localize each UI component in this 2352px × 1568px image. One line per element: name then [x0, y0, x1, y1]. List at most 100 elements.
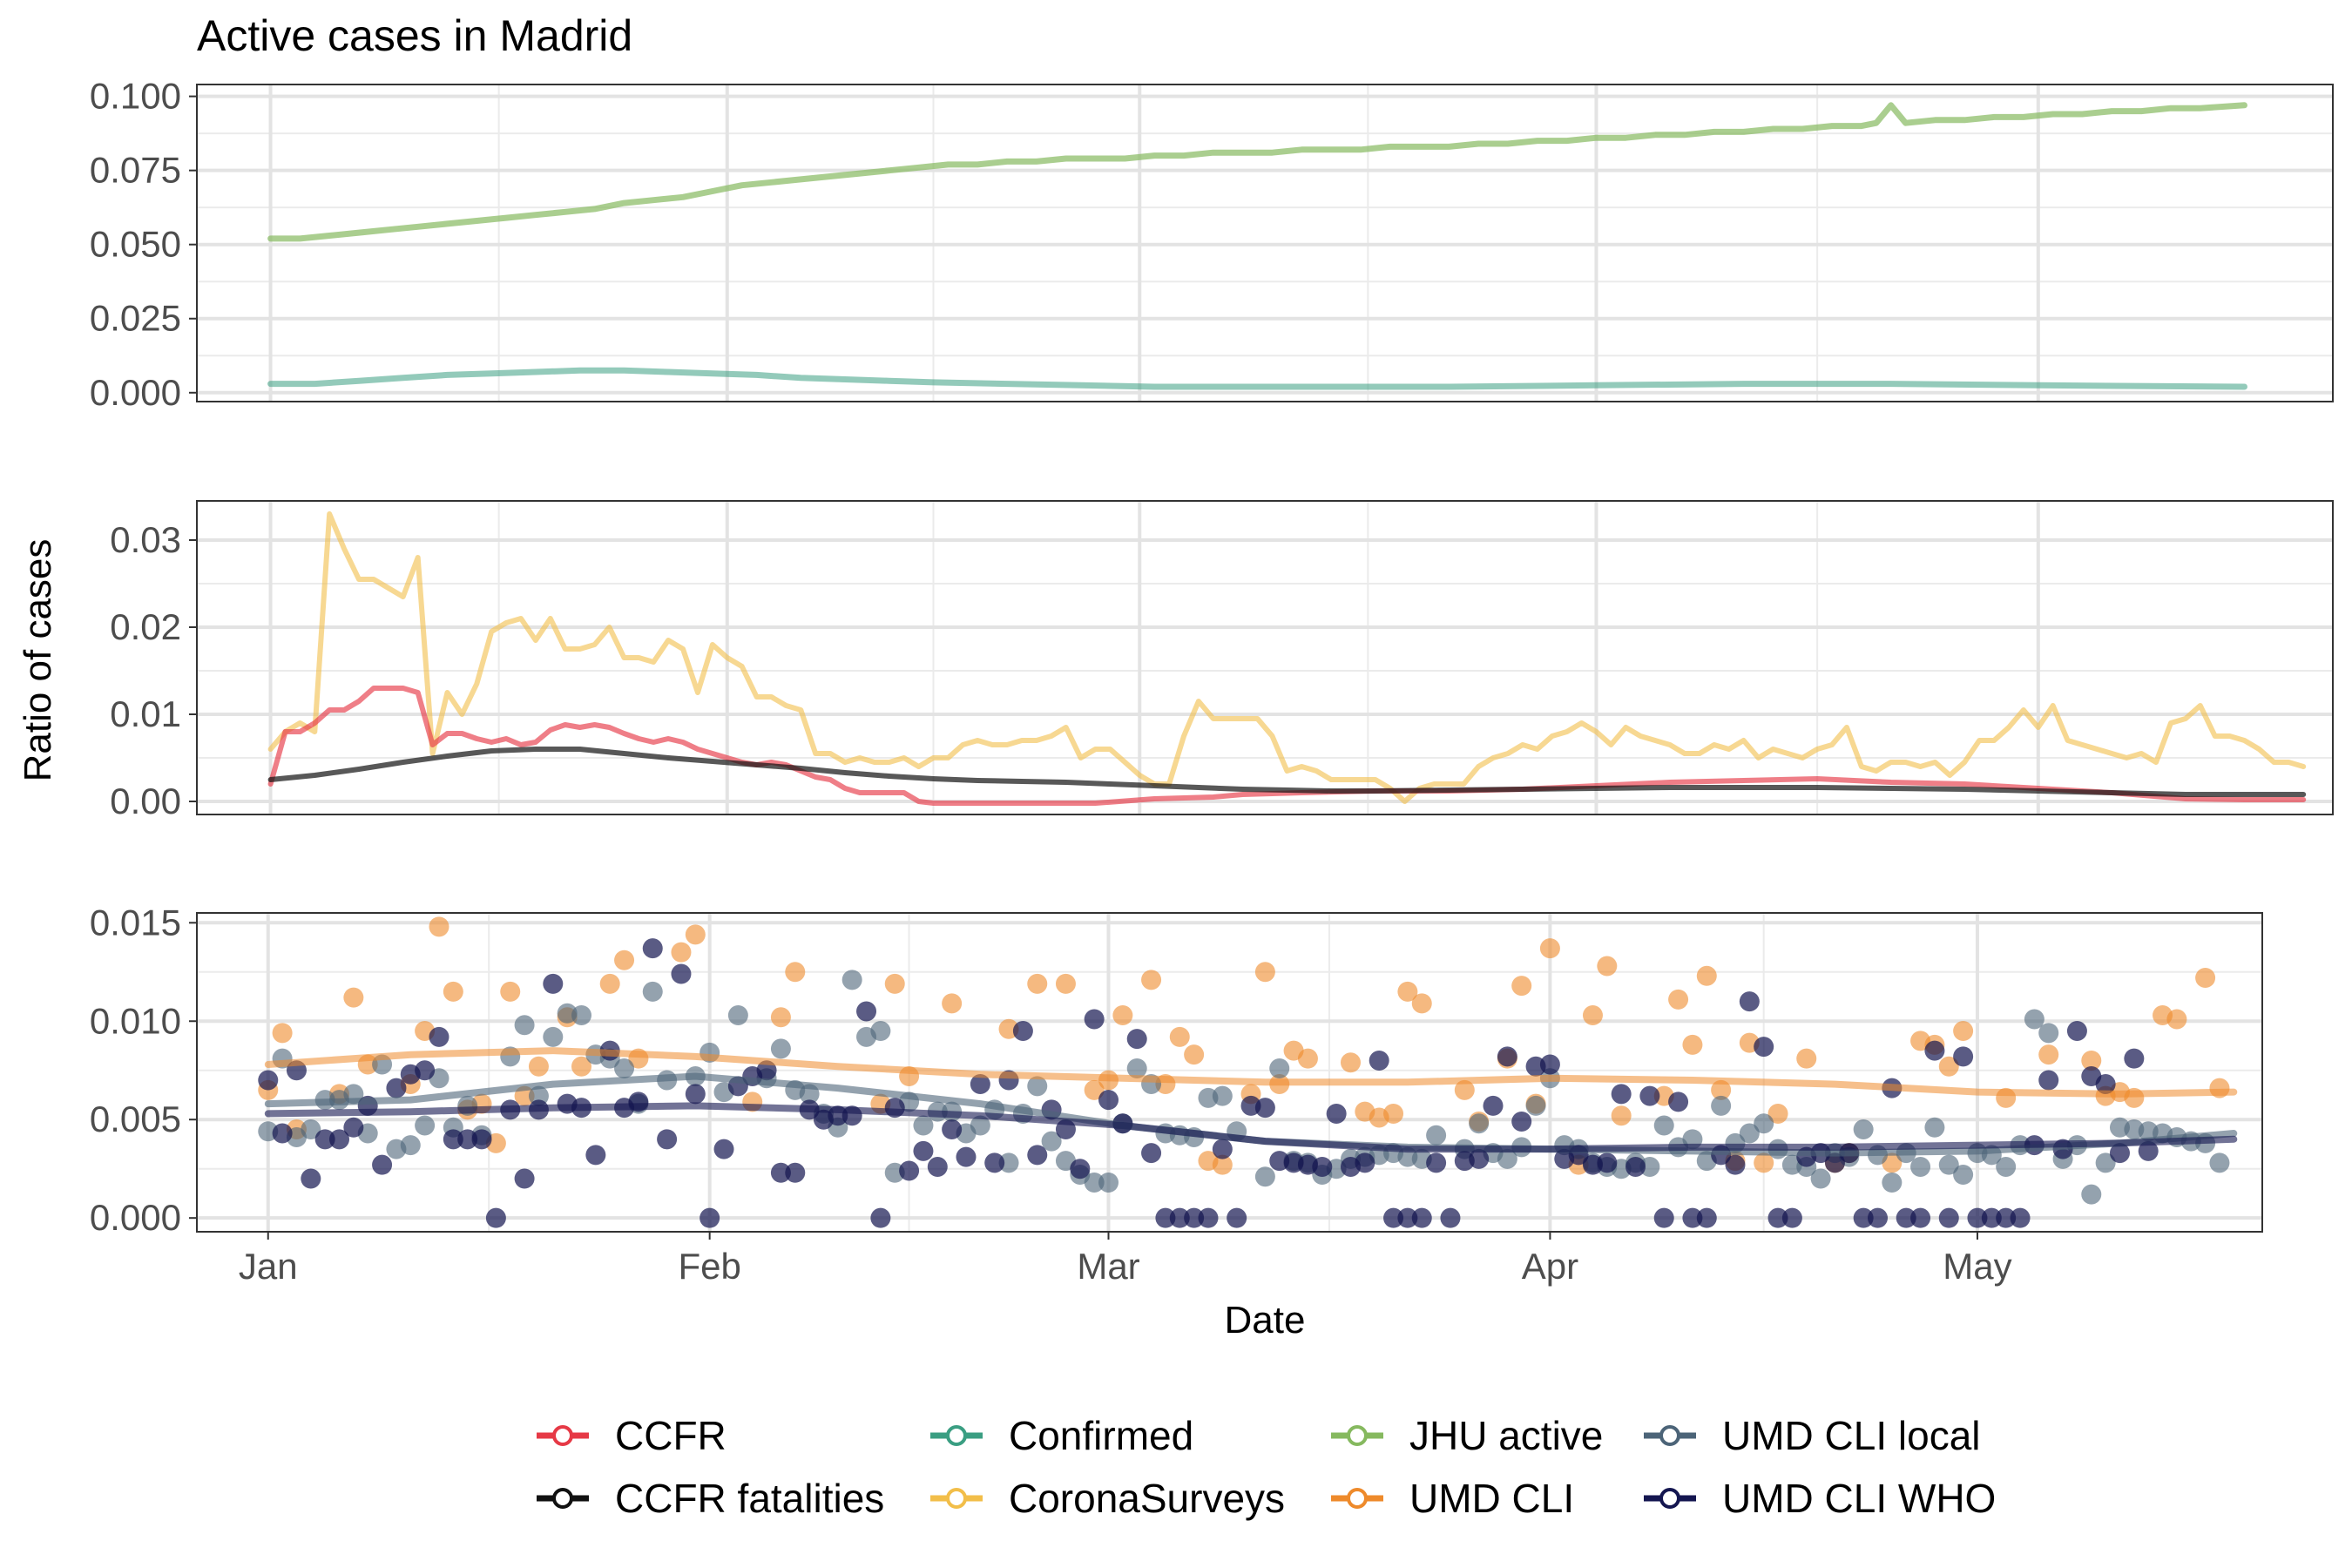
- data-point-umd-cli-local: [998, 1152, 1019, 1173]
- data-point-umd-cli-who: [1383, 1207, 1404, 1228]
- data-point-umd-cli-who: [1397, 1207, 1418, 1228]
- data-point-umd-cli-who: [1896, 1207, 1916, 1228]
- data-point-umd-cli-who: [1497, 1046, 1517, 1067]
- data-point-umd-cli: [1112, 1004, 1133, 1025]
- data-point-umd-cli-who: [1625, 1156, 1646, 1177]
- legend-key-point: [946, 1488, 967, 1509]
- data-point-umd-cli: [1582, 1004, 1603, 1025]
- data-point-umd-cli-local: [970, 1115, 990, 1136]
- data-point-umd-cli: [1796, 1048, 1817, 1069]
- legend-key-point: [1347, 1425, 1368, 1446]
- data-point-umd-cli-who: [1824, 1152, 1845, 1173]
- data-point-umd-cli-who: [386, 1078, 407, 1098]
- x-tick-label: Apr: [1522, 1246, 1578, 1287]
- legend-key-point: [946, 1425, 967, 1446]
- data-point-umd-cli-who: [685, 1084, 706, 1105]
- data-point-umd-cli: [2038, 1044, 2059, 1065]
- y-tick-label: 0.000: [90, 372, 181, 413]
- data-point-umd-cli-who: [1739, 991, 1760, 1012]
- data-point-umd-cli-local: [1269, 1058, 1290, 1078]
- data-point-umd-cli: [1184, 1044, 1205, 1065]
- data-point-umd-cli: [1383, 1103, 1404, 1124]
- legend-item-confirmed: Confirmed: [930, 1413, 1193, 1458]
- data-point-umd-cli: [785, 962, 806, 983]
- data-point-umd-cli-who: [1254, 1098, 1275, 1119]
- legend-key-point: [1659, 1488, 1680, 1509]
- data-point-umd-cli-who: [1411, 1207, 1432, 1228]
- data-point-umd-cli-who: [1668, 1092, 1689, 1112]
- data-point-umd-cli: [599, 973, 620, 994]
- x-tick-label: Jan: [239, 1246, 298, 1287]
- data-point-umd-cli-who: [1155, 1207, 1176, 1228]
- data-point-umd-cli-who: [785, 1162, 806, 1183]
- series-line-jhu-active: [267, 102, 2247, 242]
- data-point-umd-cli-who: [1141, 1143, 1162, 1164]
- data-point-umd-cli: [1511, 976, 1532, 997]
- data-point-umd-cli-who: [856, 1001, 877, 1022]
- data-point-umd-cli-who: [1198, 1207, 1219, 1228]
- y-tick-label: 0.015: [90, 902, 181, 943]
- data-point-umd-cli-who: [429, 1026, 449, 1047]
- panel-bottom-border: [196, 912, 2263, 1233]
- data-point-umd-cli-who: [585, 1145, 606, 1166]
- data-point-umd-cli-local: [1084, 1173, 1105, 1193]
- data-point-umd-cli-local: [870, 1021, 891, 1042]
- data-point-umd-cli-local: [1098, 1173, 1119, 1193]
- data-point-umd-cli: [1711, 1079, 1732, 1100]
- data-point-umd-cli-who: [314, 1129, 335, 1150]
- data-point-umd-cli-who: [372, 1154, 393, 1175]
- y-tick-label: 0.075: [90, 150, 181, 191]
- x-tick-label: Feb: [678, 1246, 740, 1287]
- data-point-umd-cli-local: [1910, 1156, 1931, 1177]
- data-point-umd-cli: [429, 916, 449, 937]
- data-point-umd-cli-local: [1924, 1117, 1945, 1138]
- data-point-umd-cli-who: [970, 1074, 990, 1095]
- data-point-umd-cli-who: [1126, 1029, 1147, 1050]
- data-point-umd-cli-local: [1754, 1113, 1774, 1134]
- legend-item-jhu-active: JHU active: [1331, 1413, 1603, 1458]
- data-point-umd-cli: [343, 987, 364, 1008]
- data-point-umd-cli-who: [485, 1207, 506, 1228]
- data-point-umd-cli-local: [1426, 1125, 1447, 1146]
- data-point-umd-cli-local: [1739, 1123, 1760, 1144]
- data-point-umd-cli-local: [1126, 1058, 1147, 1078]
- data-point-umd-cli-who: [471, 1129, 492, 1150]
- data-point-umd-cli-who: [1212, 1139, 1233, 1159]
- data-point-umd-cli-local: [2209, 1152, 2230, 1173]
- series-line-coronasurveys: [267, 511, 2307, 804]
- data-point-umd-cli-local: [1525, 1095, 1546, 1116]
- data-point-umd-cli-local: [1810, 1168, 1831, 1189]
- data-point-umd-cli-who: [2038, 1070, 2059, 1091]
- legend-key-point: [552, 1488, 573, 1509]
- legend-item-umd-cli: UMD CLI: [1331, 1476, 1574, 1521]
- data-point-umd-cli: [1297, 1048, 1318, 1069]
- data-point-umd-cli-who: [700, 1207, 720, 1228]
- data-point-umd-cli: [1682, 1034, 1703, 1055]
- data-point-umd-cli: [884, 973, 905, 994]
- data-point-umd-cli: [1055, 973, 1076, 994]
- series-umd-cli-who-points: [258, 938, 2159, 1228]
- data-point-umd-cli-who: [756, 1060, 777, 1081]
- data-point-umd-cli-who: [1184, 1207, 1205, 1228]
- data-point-umd-cli: [942, 993, 963, 1014]
- data-point-umd-cli-who: [1639, 1085, 1660, 1106]
- data-point-umd-cli: [1754, 1152, 1774, 1173]
- data-point-umd-cli: [1169, 1026, 1190, 1047]
- legend-item-ccfr: CCFR: [537, 1413, 727, 1458]
- data-point-umd-cli: [1397, 981, 1418, 1002]
- data-point-umd-cli-who: [1611, 1084, 1632, 1105]
- data-point-umd-cli-who: [343, 1117, 364, 1138]
- data-point-umd-cli-who: [956, 1146, 977, 1167]
- data-point-umd-cli-who: [1924, 1040, 1945, 1061]
- data-point-umd-cli: [528, 1056, 549, 1077]
- y-tick-label: 0.000: [90, 1197, 181, 1238]
- x-tick-label: May: [1943, 1246, 2011, 1287]
- data-point-umd-cli-who: [258, 1070, 279, 1091]
- data-point-umd-cli-who: [899, 1160, 920, 1181]
- data-point-umd-cli: [2195, 968, 2216, 989]
- data-point-umd-cli-local: [727, 1004, 748, 1025]
- data-point-umd-cli-who: [2138, 1140, 2159, 1161]
- data-point-umd-cli-who: [329, 1129, 350, 1150]
- data-point-umd-cli: [1953, 1021, 1974, 1042]
